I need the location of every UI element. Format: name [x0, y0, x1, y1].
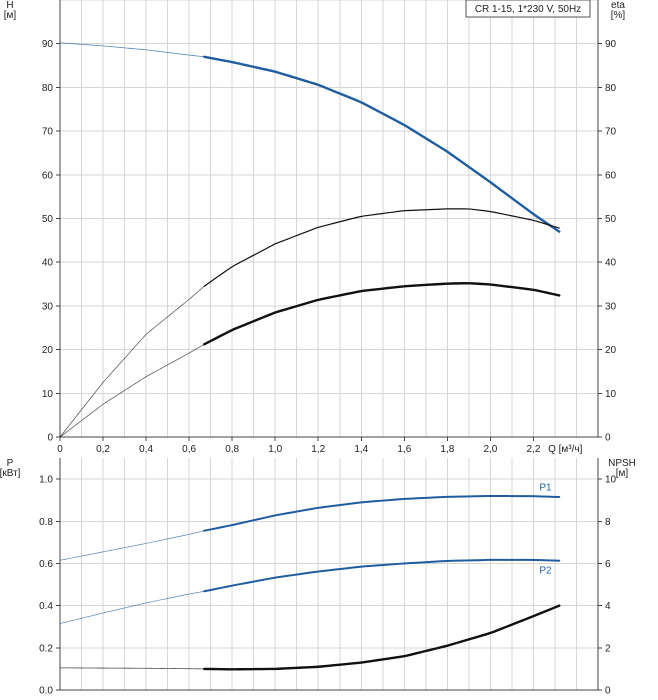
right-y-tick-label-20: 20: [605, 345, 617, 356]
bottom-right-y-tick-label-4: 4: [605, 601, 611, 612]
eta-thick-line-extrapolated: [59, 344, 205, 438]
left-y-tick-label-80: 80: [42, 83, 54, 94]
left-y-tick-label-60: 60: [42, 170, 54, 181]
bottom-right-y-axis-label: NPSH [м]: [608, 458, 636, 479]
bottom-right-y-tick-label-6: 6: [605, 559, 611, 570]
p1-line-extrapolated: [59, 530, 205, 561]
h-line: [202, 55, 561, 233]
title-box: [465, 0, 591, 18]
eta-thin-line-extrapolated: [59, 285, 205, 438]
bottom-left-y-tick-label-0-6: 0.6: [39, 559, 53, 570]
right-y-tick-label-60: 60: [605, 170, 617, 181]
x-tick-label-2-0: 2,0: [483, 444, 497, 455]
right-y-axis-label: eta [%]: [611, 0, 626, 21]
x-tick-label-0-2: 0,2: [96, 444, 110, 455]
left-y-tick-label-90: 90: [42, 39, 54, 50]
right-y-tick-label-80: 80: [605, 83, 617, 94]
eta-thick-line: [202, 282, 561, 346]
eta-thin-line: [203, 208, 560, 287]
series-label-p1: P1: [539, 483, 552, 494]
x-tick-label-0-6: 0,6: [182, 444, 196, 455]
right-y-tick-label-40: 40: [605, 258, 617, 269]
right-y-tick-label-90: 90: [605, 39, 617, 50]
x-tick-label-2-2: 2,2: [526, 444, 540, 455]
x-tick-label-1-2: 1,2: [311, 444, 325, 455]
p1-line: [203, 494, 561, 532]
x-tick-label-0-4: 0,4: [139, 444, 153, 455]
bottom-right-y-tick-label-0: 0: [605, 686, 611, 697]
left-y-axis-label: H [м]: [4, 0, 17, 21]
bottom-left-y-tick-label-1-0: 1.0: [39, 475, 53, 486]
bottom-right-y-tick-label-10: 10: [605, 475, 617, 486]
left-y-tick-label-40: 40: [42, 258, 54, 269]
bottom-right-y-tick-label-2: 2: [605, 643, 611, 654]
x-tick-label-1-0: 1,0: [268, 444, 282, 455]
series-layer: [59, 42, 561, 671]
p2-line: [203, 558, 561, 593]
left-y-tick-label-20: 20: [42, 345, 54, 356]
x-tick-label-0-8: 0,8: [225, 444, 239, 455]
bottom-left-y-tick-label-0-0: 0.0: [39, 686, 53, 697]
chart-title: CR 1-15, 1*230 V, 50Hz: [475, 4, 581, 15]
right-y-tick-label-30: 30: [605, 301, 617, 312]
left-y-tick-label-70: 70: [42, 127, 54, 138]
x-tick-label-1-8: 1,8: [440, 444, 454, 455]
x-axis-label: Q [м³/ч]: [548, 444, 583, 455]
grid-layer: [60, 0, 599, 690]
right-y-tick-label-10: 10: [605, 389, 617, 400]
x-tick-label-0: 0: [57, 444, 63, 455]
p2-line-extrapolated: [59, 590, 205, 624]
bottom-left-y-axis-label: P [кВт]: [0, 458, 21, 479]
bottom-left-y-tick-label-0-4: 0.4: [39, 601, 53, 612]
right-y-tick-label-70: 70: [605, 127, 617, 138]
npsh-line-extrapolated: [59, 667, 205, 670]
left-y-tick-label-10: 10: [42, 389, 54, 400]
left-y-tick-label-0: 0: [47, 433, 53, 444]
h-line-extrapolated: [59, 42, 205, 58]
x-tick-label-1-6: 1,6: [397, 444, 411, 455]
bottom-left-y-tick-label-0-2: 0.2: [39, 643, 53, 654]
right-y-tick-label-0: 0: [605, 433, 611, 444]
bottom-left-y-tick-label-0-8: 0.8: [39, 517, 53, 528]
npsh-line: [202, 604, 561, 671]
right-y-tick-label-50: 50: [605, 214, 617, 225]
bottom-right-y-tick-label-8: 8: [605, 517, 611, 528]
x-tick-label-1-4: 1,4: [354, 444, 368, 455]
series-label-p2: P2: [539, 565, 552, 576]
axes-layer: [56, 0, 602, 691]
left-y-tick-label-30: 30: [42, 301, 54, 312]
left-y-tick-label-50: 50: [42, 214, 54, 225]
